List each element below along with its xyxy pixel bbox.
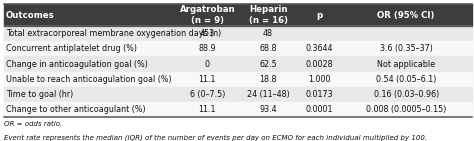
Text: 11.1: 11.1 xyxy=(199,75,216,84)
Text: Concurrent antiplatelet drug (%): Concurrent antiplatelet drug (%) xyxy=(6,44,137,53)
Text: Time to goal (hr): Time to goal (hr) xyxy=(6,90,73,99)
Text: 0.16 (0.03–0.96): 0.16 (0.03–0.96) xyxy=(374,90,439,99)
Text: 93.4: 93.4 xyxy=(259,105,277,114)
Text: 0.0028: 0.0028 xyxy=(306,60,333,69)
Text: Heparin
(n = 16): Heparin (n = 16) xyxy=(249,5,288,25)
Text: Outcomes: Outcomes xyxy=(6,11,55,20)
Text: 0.3644: 0.3644 xyxy=(306,44,333,53)
Text: 0.0173: 0.0173 xyxy=(306,90,333,99)
Text: 0.54 (0.05–6.1): 0.54 (0.05–6.1) xyxy=(376,75,437,84)
Bar xyxy=(4,41,472,57)
Text: 0.008 (0.0005–0.15): 0.008 (0.0005–0.15) xyxy=(366,105,447,114)
Text: Total extracorporeal membrane oxygenation days (n): Total extracorporeal membrane oxygenatio… xyxy=(6,29,221,38)
Text: OR (95% CI): OR (95% CI) xyxy=(377,11,435,20)
Text: 0.0001: 0.0001 xyxy=(306,105,333,114)
Text: 24 (11–48): 24 (11–48) xyxy=(247,90,290,99)
Text: 88.9: 88.9 xyxy=(199,44,216,53)
Text: Argatroban
(n = 9): Argatroban (n = 9) xyxy=(180,5,235,25)
Text: 11.1: 11.1 xyxy=(199,105,216,114)
Bar xyxy=(4,57,472,72)
Bar xyxy=(4,102,472,117)
Bar xyxy=(4,26,472,41)
Text: OR = odds ratio.: OR = odds ratio. xyxy=(4,121,62,127)
Bar xyxy=(4,4,472,26)
Text: 1.000: 1.000 xyxy=(308,75,331,84)
Text: Change to other anticoagulant (%): Change to other anticoagulant (%) xyxy=(6,105,146,114)
Text: 62.5: 62.5 xyxy=(259,60,277,69)
Text: 453: 453 xyxy=(200,29,215,38)
Text: 0: 0 xyxy=(205,60,210,69)
Text: Event rate represents the median (IQR) of the number of events per day on ECMO f: Event rate represents the median (IQR) o… xyxy=(4,135,427,141)
Text: Unable to reach anticoagulation goal (%): Unable to reach anticoagulation goal (%) xyxy=(6,75,171,84)
Text: 6 (0–7.5): 6 (0–7.5) xyxy=(190,90,225,99)
Text: 68.8: 68.8 xyxy=(259,44,277,53)
Text: p: p xyxy=(317,11,323,20)
Text: 48: 48 xyxy=(263,29,273,38)
Text: 18.8: 18.8 xyxy=(259,75,277,84)
Bar xyxy=(4,72,472,87)
Text: Not applicable: Not applicable xyxy=(377,60,435,69)
Bar xyxy=(4,87,472,102)
Text: Change in anticoagulation goal (%): Change in anticoagulation goal (%) xyxy=(6,60,147,69)
Text: 3.6 (0.35–37): 3.6 (0.35–37) xyxy=(380,44,433,53)
